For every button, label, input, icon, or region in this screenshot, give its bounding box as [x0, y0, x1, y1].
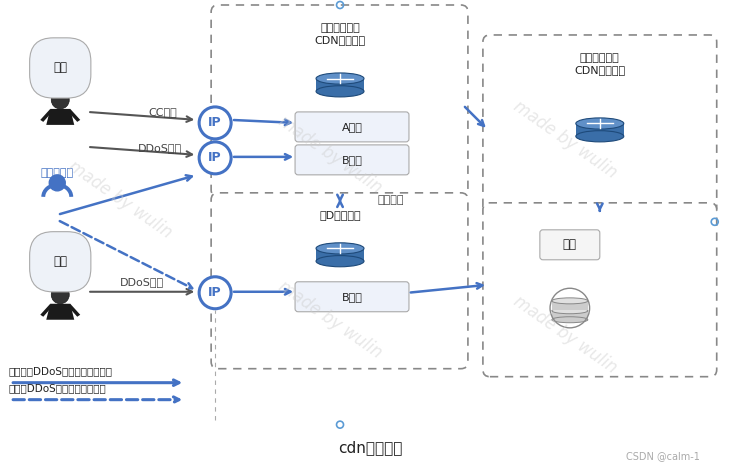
- Text: B网站: B网站: [341, 292, 362, 302]
- Text: 源站: 源站: [563, 238, 577, 251]
- Ellipse shape: [552, 298, 588, 304]
- Text: cdn安全防护: cdn安全防护: [338, 440, 402, 455]
- Circle shape: [199, 107, 231, 139]
- Text: IP: IP: [208, 286, 222, 299]
- Polygon shape: [50, 84, 70, 93]
- Polygon shape: [40, 304, 51, 317]
- Text: A网站: A网站: [341, 122, 362, 132]
- Polygon shape: [47, 109, 74, 125]
- FancyBboxPatch shape: [211, 5, 468, 197]
- Text: IP: IP: [208, 116, 222, 129]
- Text: 抗D清洗中心: 抗D清洗中心: [319, 210, 361, 220]
- Text: CDN边缘节点: CDN边缘节点: [315, 35, 366, 45]
- FancyBboxPatch shape: [295, 112, 409, 142]
- Polygon shape: [316, 249, 364, 261]
- Text: 网站未被DDoS攻击时的访问路径: 网站未被DDoS攻击时的访问路径: [8, 366, 112, 376]
- Polygon shape: [44, 274, 78, 279]
- Polygon shape: [69, 304, 81, 317]
- FancyBboxPatch shape: [295, 282, 409, 312]
- Text: 黑客: 黑客: [53, 61, 67, 74]
- FancyBboxPatch shape: [540, 230, 600, 260]
- Text: IP: IP: [208, 152, 222, 164]
- Text: CSDN @calm-1: CSDN @calm-1: [626, 450, 700, 461]
- Text: 带安全能力的: 带安全能力的: [320, 23, 360, 33]
- Text: made by wulin: made by wulin: [275, 277, 385, 362]
- Polygon shape: [44, 79, 78, 84]
- Ellipse shape: [316, 86, 364, 97]
- Ellipse shape: [576, 118, 624, 129]
- Text: 带安全能力的: 带安全能力的: [580, 53, 620, 63]
- Circle shape: [199, 142, 231, 174]
- Text: CC攻击: CC攻击: [149, 107, 177, 117]
- Text: 智能切换: 智能切换: [378, 195, 404, 205]
- Text: 正常访问者: 正常访问者: [41, 168, 74, 178]
- Polygon shape: [552, 311, 588, 320]
- Text: 黑客: 黑客: [53, 255, 67, 268]
- Circle shape: [50, 175, 65, 191]
- Polygon shape: [552, 301, 588, 310]
- Polygon shape: [47, 304, 74, 320]
- Text: DDoS攻击: DDoS攻击: [120, 277, 164, 287]
- Polygon shape: [576, 123, 624, 136]
- Polygon shape: [40, 109, 51, 122]
- Ellipse shape: [316, 73, 364, 84]
- FancyBboxPatch shape: [483, 203, 717, 377]
- Text: made by wulin: made by wulin: [65, 158, 175, 242]
- FancyBboxPatch shape: [295, 145, 409, 175]
- Polygon shape: [316, 79, 364, 91]
- FancyBboxPatch shape: [211, 193, 468, 369]
- FancyBboxPatch shape: [483, 35, 717, 214]
- Ellipse shape: [316, 243, 364, 254]
- Ellipse shape: [316, 255, 364, 267]
- Text: made by wulin: made by wulin: [275, 113, 385, 197]
- Polygon shape: [69, 109, 81, 122]
- Text: B网站: B网站: [341, 155, 362, 165]
- Ellipse shape: [552, 308, 588, 314]
- Text: CDN中间节点: CDN中间节点: [574, 65, 625, 75]
- Circle shape: [51, 91, 69, 109]
- Ellipse shape: [576, 131, 624, 142]
- Text: DDoS攻击: DDoS攻击: [138, 143, 183, 153]
- Polygon shape: [50, 279, 70, 288]
- Circle shape: [51, 286, 69, 304]
- Text: 网站被DDoS攻击时的访问路径: 网站被DDoS攻击时的访问路径: [8, 383, 106, 393]
- Ellipse shape: [552, 317, 588, 323]
- Circle shape: [199, 277, 231, 309]
- Text: made by wulin: made by wulin: [510, 97, 620, 182]
- Text: made by wulin: made by wulin: [510, 292, 620, 377]
